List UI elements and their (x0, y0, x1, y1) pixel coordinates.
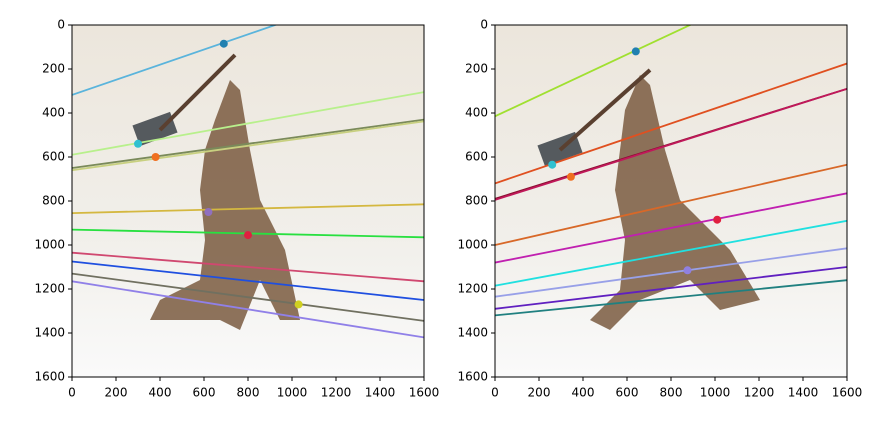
x-tick-label: 800 (660, 386, 683, 400)
keypoint (548, 160, 557, 169)
epipolar-line (72, 203, 424, 214)
keypoint (219, 39, 228, 48)
epipolar-line (72, 272, 424, 322)
epipolar-line (72, 251, 424, 283)
epipolar-line (495, 266, 847, 310)
y-tick-label: 1600 (34, 370, 65, 384)
y-tick-label: 1400 (457, 326, 488, 340)
x-tick-label: 200 (105, 386, 128, 400)
keypoint (294, 300, 303, 309)
x-tick-label: 800 (237, 386, 260, 400)
x-tick-label: 1400 (788, 386, 819, 400)
epipolar-line (72, 120, 424, 172)
photo-right (495, 25, 847, 377)
plot-area (495, 25, 847, 317)
y-tick-label: 600 (42, 150, 65, 164)
epipolar-line (72, 260, 424, 301)
y-tick-label: 800 (465, 194, 488, 208)
keypoint (151, 153, 160, 161)
x-tick-label: 1000 (700, 386, 731, 400)
y-tick-label: 200 (42, 62, 65, 76)
plot-area (72, 25, 424, 339)
epipolar-line (495, 25, 693, 118)
photo-left (72, 25, 424, 377)
epipolar-line (495, 87, 847, 201)
epipolar-line (72, 280, 424, 339)
y-tick-label: 1400 (34, 326, 65, 340)
x-tick-label: 1200 (744, 386, 775, 400)
x-tick-label: 1000 (277, 386, 308, 400)
x-tick-label: 600 (193, 386, 216, 400)
keypoint (566, 172, 575, 181)
x-tick-label: 0 (491, 386, 499, 400)
y-tick-label: 1000 (34, 238, 65, 252)
epipolar-line (495, 163, 847, 246)
keypoint (134, 139, 142, 148)
y-tick-label: 200 (465, 62, 488, 76)
keypoint (683, 266, 692, 275)
y-tick-label: 1200 (34, 282, 65, 296)
epipolar-line (495, 219, 847, 287)
x-tick-label: 600 (616, 386, 639, 400)
x-tick-label: 400 (149, 386, 172, 400)
y-tick-label: 1600 (457, 370, 488, 384)
x-tick-label: 400 (572, 386, 595, 400)
epipolar-line (495, 247, 847, 298)
x-tick-label: 1600 (409, 386, 440, 400)
x-tick-label: 200 (528, 386, 551, 400)
x-tick-label: 0 (68, 386, 76, 400)
y-tick-label: 600 (465, 150, 488, 164)
epipolar-line (72, 25, 278, 96)
epipolar-line (72, 91, 424, 156)
epipolar-line (495, 279, 847, 317)
epipolar-line (495, 192, 847, 264)
x-tick-label: 1400 (365, 386, 396, 400)
keypoint (244, 231, 252, 240)
y-tick-label: 0 (57, 18, 65, 32)
y-tick-label: 1000 (457, 238, 488, 252)
y-tick-label: 800 (42, 194, 65, 208)
keypoint (631, 47, 640, 56)
y-tick-label: 0 (480, 18, 488, 32)
y-tick-label: 400 (465, 106, 488, 120)
keypoint (713, 215, 722, 224)
epipolar-line (72, 118, 424, 169)
keypoint (204, 208, 213, 216)
y-tick-label: 400 (42, 106, 65, 120)
x-tick-label: 1200 (321, 386, 352, 400)
y-tick-label: 1200 (457, 282, 488, 296)
x-tick-label: 1600 (832, 386, 863, 400)
